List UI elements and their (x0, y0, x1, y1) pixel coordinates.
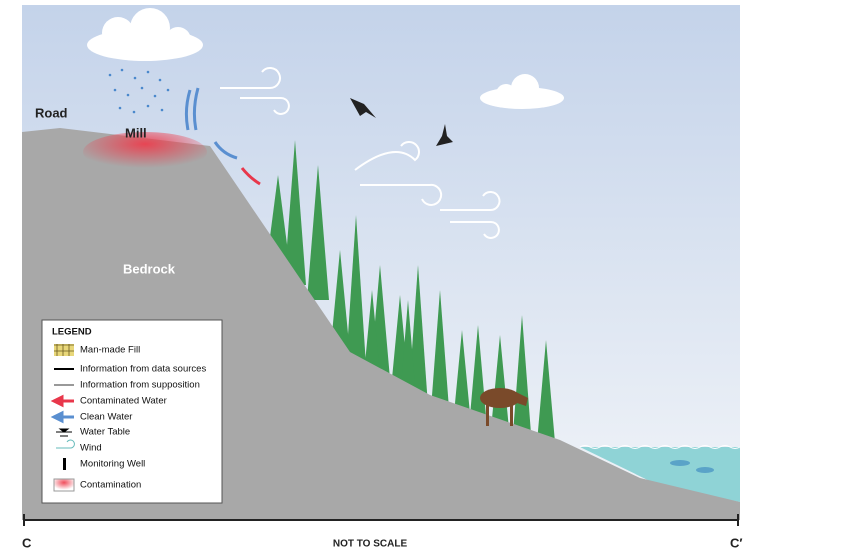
legend-item: Information from data sources (80, 364, 206, 375)
mill-label: Mill (125, 125, 147, 140)
section-end: C′ (730, 535, 743, 550)
legend: LEGEND Man-made Fill Information from da… (42, 320, 222, 503)
legend-item: Clean Water (80, 412, 132, 423)
legend-item: Man-made Fill (80, 345, 140, 356)
legend-item: Information from supposition (80, 380, 200, 391)
icon (63, 458, 66, 470)
icon (54, 344, 74, 356)
legend-item: Water Table (80, 427, 130, 438)
legend-item: Monitoring Well (80, 459, 145, 470)
legend-item: Contamination (80, 480, 141, 491)
road-label: Road (35, 105, 68, 120)
scale-note: NOT TO SCALE (333, 539, 408, 550)
legend-item: Wind (80, 443, 102, 454)
legend-title: LEGEND (52, 327, 92, 338)
legend-item: Contaminated Water (80, 396, 167, 407)
bedrock-label: Bedrock (123, 261, 176, 276)
icon (54, 479, 74, 491)
section-start: C (22, 535, 32, 550)
cross-section-diagram: Road Mill Bedrock LEGEND Man-made Fill I… (0, 0, 866, 557)
